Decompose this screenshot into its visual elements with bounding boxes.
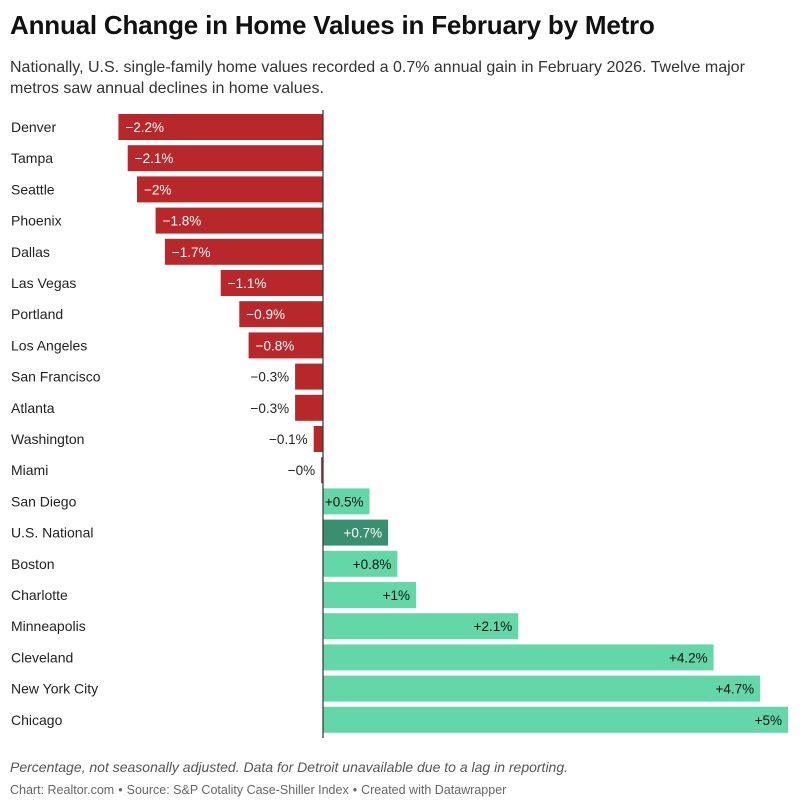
bar	[321, 457, 323, 484]
value-label: −1.8%	[163, 214, 202, 229]
bar	[155, 207, 323, 234]
value-label: −0.3%	[250, 401, 289, 416]
separator: •	[118, 783, 123, 797]
chart-credit: Chart: Realtor.com	[10, 783, 115, 797]
value-label: +1%	[383, 588, 410, 603]
value-label: +0.7%	[343, 526, 382, 541]
category-label: Seattle	[11, 181, 55, 197]
value-label: +2.1%	[474, 619, 513, 634]
bar	[248, 332, 323, 359]
bar	[220, 270, 323, 296]
value-label: +5%	[755, 713, 782, 728]
created-with: Created with Datawrapper	[361, 783, 507, 797]
bar	[118, 114, 324, 140]
value-label: −2%	[144, 182, 171, 197]
value-label: −0.1%	[269, 432, 308, 447]
value-label: +0.8%	[353, 557, 392, 572]
value-label: −2.1%	[135, 151, 174, 166]
bar	[127, 145, 323, 172]
bar	[323, 519, 389, 546]
category-label: Denver	[11, 119, 56, 135]
bar	[164, 238, 323, 265]
chart-title: Annual Change in Home Values in February…	[10, 10, 655, 40]
value-label: +0.5%	[325, 494, 364, 509]
value-label: +4.2%	[669, 650, 708, 665]
category-label: Minneapolis	[11, 618, 86, 634]
value-label: −1.7%	[172, 245, 211, 260]
bar	[323, 706, 788, 733]
category-label: Miami	[11, 462, 48, 478]
value-label: −1.1%	[228, 276, 267, 291]
category-label: Charlotte	[11, 587, 68, 603]
bar	[323, 550, 398, 577]
bar	[313, 426, 323, 452]
separator: •	[352, 783, 358, 797]
category-label: Atlanta	[11, 400, 55, 416]
category-label: Portland	[11, 306, 63, 322]
category-label: Los Angeles	[11, 337, 87, 353]
bar	[239, 301, 323, 328]
category-label: Boston	[11, 556, 55, 572]
value-label: −0.8%	[256, 338, 295, 353]
bar	[295, 394, 323, 421]
value-label: −2.2%	[125, 120, 164, 135]
bar	[323, 582, 416, 608]
bar	[323, 644, 714, 671]
chart-note: Percentage, not seasonally adjusted. Dat…	[10, 759, 569, 775]
chart-source-line: Chart: Realtor.com • Source: S&P Cotality …	[10, 783, 506, 797]
value-label: −0%	[288, 463, 315, 478]
category-label: Las Vegas	[11, 275, 76, 291]
category-label: New York City	[11, 681, 98, 697]
category-label: Washington	[11, 431, 84, 447]
category-label: San Francisco	[11, 369, 101, 385]
category-label: U.S. National	[11, 525, 93, 541]
bar	[295, 363, 323, 390]
value-label: −0.9%	[246, 307, 285, 322]
chart-subtitle: Nationally, U.S. single-family home valu…	[10, 59, 745, 97]
category-label: San Diego	[11, 493, 77, 509]
bar-chart: Denver −2.2% Tampa −2.1% Seattle −2% Phoenix −1…	[11, 110, 788, 738]
bar	[137, 176, 323, 203]
category-label: Chicago	[11, 712, 63, 728]
bar	[323, 488, 370, 515]
bar	[323, 675, 761, 702]
category-label: Phoenix	[11, 213, 62, 229]
category-label: Cleveland	[11, 649, 73, 665]
bar	[323, 613, 519, 640]
value-label: +4.7%	[715, 682, 754, 697]
value-label: −0.3%	[250, 370, 289, 385]
data-source: Source: S&P Cotality Case-Shiller Index	[126, 783, 349, 797]
category-label: Tampa	[11, 150, 53, 166]
category-label: Dallas	[11, 244, 50, 260]
